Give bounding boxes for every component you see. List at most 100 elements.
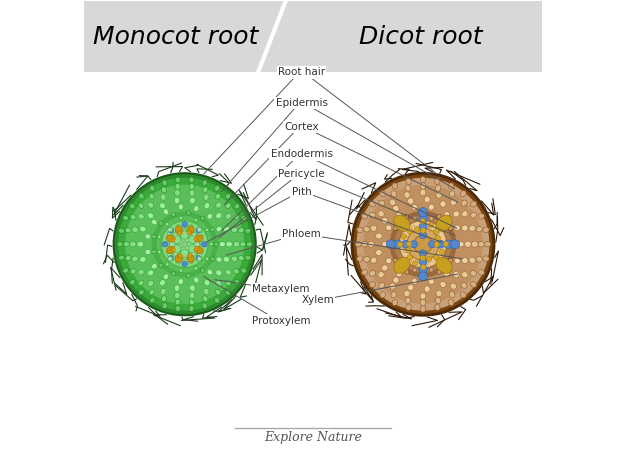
Ellipse shape xyxy=(125,256,131,261)
Ellipse shape xyxy=(405,185,411,191)
Ellipse shape xyxy=(148,280,154,286)
Ellipse shape xyxy=(429,217,433,220)
Circle shape xyxy=(419,215,427,223)
Ellipse shape xyxy=(405,214,409,219)
Ellipse shape xyxy=(430,250,435,254)
Ellipse shape xyxy=(450,283,456,289)
Ellipse shape xyxy=(409,238,414,242)
Ellipse shape xyxy=(172,272,175,276)
Text: Protoxylem: Protoxylem xyxy=(252,316,310,326)
Ellipse shape xyxy=(406,178,411,184)
Circle shape xyxy=(443,241,449,247)
Ellipse shape xyxy=(190,197,195,204)
Ellipse shape xyxy=(448,183,454,189)
Circle shape xyxy=(386,240,396,249)
Ellipse shape xyxy=(444,271,449,277)
Circle shape xyxy=(177,244,183,249)
Text: Pericycle: Pericycle xyxy=(278,169,325,179)
Circle shape xyxy=(419,223,427,231)
Ellipse shape xyxy=(391,191,397,197)
Circle shape xyxy=(439,249,445,255)
Ellipse shape xyxy=(200,216,205,220)
Ellipse shape xyxy=(429,268,433,272)
Ellipse shape xyxy=(391,291,397,298)
Ellipse shape xyxy=(203,187,208,193)
Ellipse shape xyxy=(471,241,478,247)
Ellipse shape xyxy=(462,211,468,217)
Ellipse shape xyxy=(382,242,388,247)
Ellipse shape xyxy=(478,242,485,247)
Ellipse shape xyxy=(393,205,399,212)
Ellipse shape xyxy=(240,242,246,247)
Ellipse shape xyxy=(215,280,222,286)
Ellipse shape xyxy=(189,190,195,196)
Ellipse shape xyxy=(368,241,374,247)
Ellipse shape xyxy=(420,299,426,306)
Ellipse shape xyxy=(448,258,453,262)
Circle shape xyxy=(187,231,191,234)
Circle shape xyxy=(181,236,186,242)
Ellipse shape xyxy=(380,191,386,197)
Ellipse shape xyxy=(202,303,207,308)
Ellipse shape xyxy=(207,213,213,219)
Ellipse shape xyxy=(164,242,168,246)
Ellipse shape xyxy=(118,228,125,233)
Circle shape xyxy=(179,254,182,258)
Ellipse shape xyxy=(436,257,452,273)
Ellipse shape xyxy=(429,204,434,210)
Ellipse shape xyxy=(460,292,466,298)
Ellipse shape xyxy=(160,280,165,286)
Ellipse shape xyxy=(151,250,156,254)
Ellipse shape xyxy=(163,274,168,280)
Ellipse shape xyxy=(167,235,175,242)
Ellipse shape xyxy=(453,211,459,217)
Ellipse shape xyxy=(204,203,210,209)
Circle shape xyxy=(436,240,444,248)
Circle shape xyxy=(408,229,413,234)
Ellipse shape xyxy=(403,248,408,253)
Ellipse shape xyxy=(187,254,191,259)
Ellipse shape xyxy=(434,304,440,310)
Ellipse shape xyxy=(362,213,368,219)
Ellipse shape xyxy=(214,242,218,246)
Ellipse shape xyxy=(239,256,244,261)
Circle shape xyxy=(162,242,168,247)
Circle shape xyxy=(434,242,439,247)
Ellipse shape xyxy=(216,270,222,276)
Ellipse shape xyxy=(357,256,363,261)
Ellipse shape xyxy=(404,290,410,297)
Ellipse shape xyxy=(378,211,384,217)
Ellipse shape xyxy=(223,257,230,262)
Ellipse shape xyxy=(166,222,169,226)
Ellipse shape xyxy=(389,242,393,246)
Ellipse shape xyxy=(160,288,166,295)
Ellipse shape xyxy=(414,252,419,258)
Ellipse shape xyxy=(423,229,428,235)
Ellipse shape xyxy=(234,204,240,209)
Circle shape xyxy=(426,256,432,262)
Ellipse shape xyxy=(197,231,202,236)
Ellipse shape xyxy=(194,266,197,270)
Ellipse shape xyxy=(437,214,441,219)
Ellipse shape xyxy=(483,256,489,261)
Ellipse shape xyxy=(393,277,399,283)
Circle shape xyxy=(171,247,175,250)
Ellipse shape xyxy=(189,299,194,305)
Circle shape xyxy=(196,255,202,261)
Ellipse shape xyxy=(174,197,180,204)
Circle shape xyxy=(394,240,402,248)
Ellipse shape xyxy=(137,242,143,247)
Ellipse shape xyxy=(461,257,468,264)
Ellipse shape xyxy=(187,230,191,234)
Circle shape xyxy=(419,258,427,266)
Ellipse shape xyxy=(414,231,419,236)
Ellipse shape xyxy=(462,272,468,278)
Ellipse shape xyxy=(214,297,220,303)
Ellipse shape xyxy=(178,278,183,284)
Ellipse shape xyxy=(172,235,177,239)
Ellipse shape xyxy=(389,283,396,289)
Circle shape xyxy=(357,178,490,311)
Ellipse shape xyxy=(371,225,377,231)
Ellipse shape xyxy=(205,228,209,231)
Ellipse shape xyxy=(448,242,452,246)
